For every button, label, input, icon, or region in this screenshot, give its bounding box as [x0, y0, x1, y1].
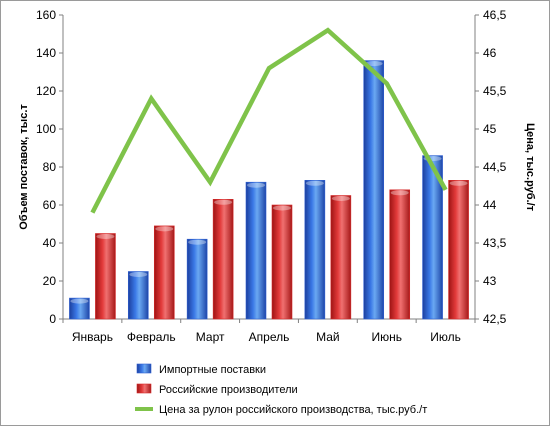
- bar-import: [186, 238, 208, 320]
- x-tick-label: Май: [316, 330, 340, 344]
- y2-tick-label: 43,5: [483, 236, 507, 250]
- x-tick-label: Апрель: [249, 330, 290, 344]
- y2-tick-label: 46: [483, 46, 497, 60]
- legend-label: Цена за рулон российского производства, …: [159, 404, 427, 416]
- y-tick-label: 80: [43, 160, 57, 174]
- y-tick-label: 20: [43, 274, 57, 288]
- bar-highlight: [305, 180, 324, 186]
- y-tick-label: 100: [36, 122, 56, 136]
- bar-import: [304, 180, 326, 320]
- bar-highlight: [155, 226, 174, 232]
- bar-russian: [153, 225, 175, 320]
- x-tick-label: Март: [196, 330, 225, 344]
- y2-tick-label: 46,5: [483, 8, 507, 22]
- bar-russian: [448, 180, 469, 320]
- bar-highlight: [390, 190, 409, 196]
- legend-swatch: [136, 383, 152, 394]
- legend-label: Импортные поставки: [159, 364, 266, 376]
- labels-layer: 0 20 40 60 80 100 120 140 160 42,5 43 43,5 44 44,5 45 4…: [18, 8, 536, 344]
- y-axis-title: Объем поставок, тыс.т: [18, 104, 30, 230]
- y2-tick-label: 45: [483, 122, 497, 136]
- x-tick-label: Январь: [72, 330, 113, 344]
- bar-highlight: [214, 199, 233, 205]
- y-tick-label: 60: [43, 198, 57, 212]
- bar-import: [422, 155, 443, 320]
- y2-tick-label: 45,5: [483, 84, 507, 98]
- bar-highlight: [129, 272, 148, 277]
- bar-import: [245, 181, 267, 320]
- bar-russian: [330, 195, 352, 320]
- legend-label: Российские производители: [159, 384, 298, 396]
- legend: Импортные поставки Российские производите…: [135, 363, 427, 416]
- bar-highlight: [247, 182, 265, 188]
- bar-highlight: [70, 298, 89, 304]
- bar-import: [127, 271, 149, 320]
- y-tick-label: 40: [43, 236, 57, 250]
- price-line: [90, 27, 448, 214]
- bar-highlight: [96, 234, 115, 239]
- y2-tick-label: 42,5: [483, 312, 507, 326]
- axes-layer: [59, 14, 479, 323]
- y-tick-label: 0: [49, 312, 56, 326]
- legend-swatch: [136, 363, 152, 374]
- x-tick-label: Июнь: [371, 330, 402, 344]
- bar-russian: [95, 233, 116, 320]
- y2-tick-label: 44: [483, 198, 497, 212]
- bar-import: [363, 60, 385, 320]
- x-tick-label: Февраль: [127, 330, 176, 344]
- bar-highlight: [449, 180, 468, 186]
- bar-import: [69, 297, 90, 320]
- bar-russian: [212, 199, 234, 320]
- bar-russian: [389, 189, 411, 320]
- y2-tick-label: 44,5: [483, 160, 507, 174]
- line-layer: [90, 27, 448, 214]
- y-tick-label: 140: [36, 46, 56, 60]
- y2-axis-title: Цена, тыс.руб./т: [524, 123, 536, 212]
- bars-layer: [69, 60, 469, 320]
- y-tick-label: 160: [36, 8, 56, 22]
- bar-russian: [271, 204, 293, 320]
- bar-highlight: [273, 205, 291, 211]
- y2-tick-label: 43: [483, 274, 497, 288]
- x-tick-label: Июль: [430, 330, 461, 344]
- y-tick-label: 120: [36, 84, 56, 98]
- bar-highlight: [188, 239, 207, 245]
- bar-highlight: [331, 196, 350, 201]
